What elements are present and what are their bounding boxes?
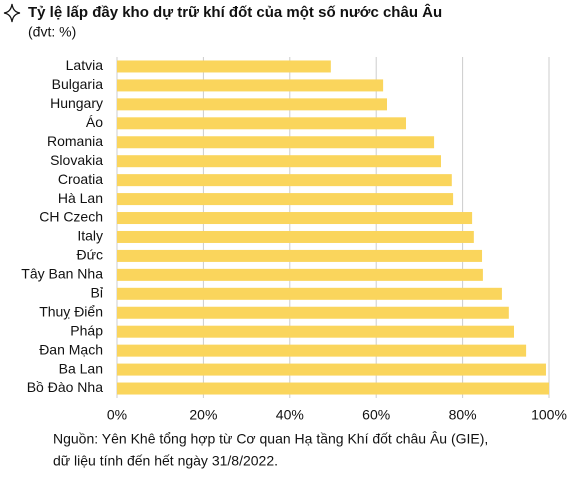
bar <box>117 382 549 395</box>
y-tick-label: Tây Ban Nha <box>21 266 103 282</box>
bar <box>117 193 454 206</box>
bar <box>117 174 452 187</box>
y-tick-label: Áo <box>86 114 103 130</box>
y-tick-label: Slovakia <box>50 152 103 168</box>
bar <box>117 325 515 338</box>
y-tick-label: Hà Lan <box>58 190 103 206</box>
y-tick-label: Italy <box>77 228 103 244</box>
bar <box>117 287 502 300</box>
y-tick-label: Romania <box>47 133 103 149</box>
bar <box>117 249 483 262</box>
y-tick-label: Pháp <box>70 322 103 338</box>
chart-title: Tỷ lệ lấp đầy kho dự trữ khí đốt của một… <box>28 3 442 21</box>
bar <box>117 363 546 376</box>
y-tick-label: CH Czech <box>39 209 103 225</box>
bar <box>117 344 527 357</box>
bar <box>117 60 331 73</box>
bar <box>117 98 387 111</box>
x-tick-label: 40% <box>276 407 304 423</box>
y-tick-label: Ba Lan <box>59 360 103 376</box>
bar <box>117 117 407 130</box>
x-tick-label: 80% <box>449 407 477 423</box>
bar <box>117 212 473 225</box>
y-tick-label: Đan Mạch <box>39 341 103 357</box>
sparkle-icon <box>3 3 21 23</box>
bar <box>117 79 384 92</box>
y-tick-label: Latvia <box>66 57 104 73</box>
y-tick-label: Bồ Đào Nha <box>27 379 103 395</box>
source-note: Nguồn: Yên Khê tổng hợp từ Cơ quan Hạ tầ… <box>53 431 488 447</box>
y-tick-label: Hungary <box>50 95 103 111</box>
bar <box>117 306 509 319</box>
bar <box>117 230 474 243</box>
y-tick-label: Croatia <box>58 171 103 187</box>
y-tick-label: Đức <box>77 247 103 263</box>
bar <box>117 136 435 149</box>
source-note: dữ liệu tính đến hết ngày 31/8/2022. <box>53 453 278 469</box>
bar <box>117 155 441 168</box>
y-tick-label: Bỉ <box>91 285 104 301</box>
x-tick-label: 0% <box>107 407 127 423</box>
x-tick-label: 60% <box>362 407 390 423</box>
chart-subtitle: (đvt: %) <box>28 24 76 40</box>
x-tick-label: 20% <box>189 407 217 423</box>
bar <box>117 268 483 281</box>
y-tick-label: Thuỵ Điển <box>39 303 103 319</box>
x-tick-label: 100% <box>531 407 567 423</box>
y-tick-label: Bulgaria <box>52 76 104 92</box>
